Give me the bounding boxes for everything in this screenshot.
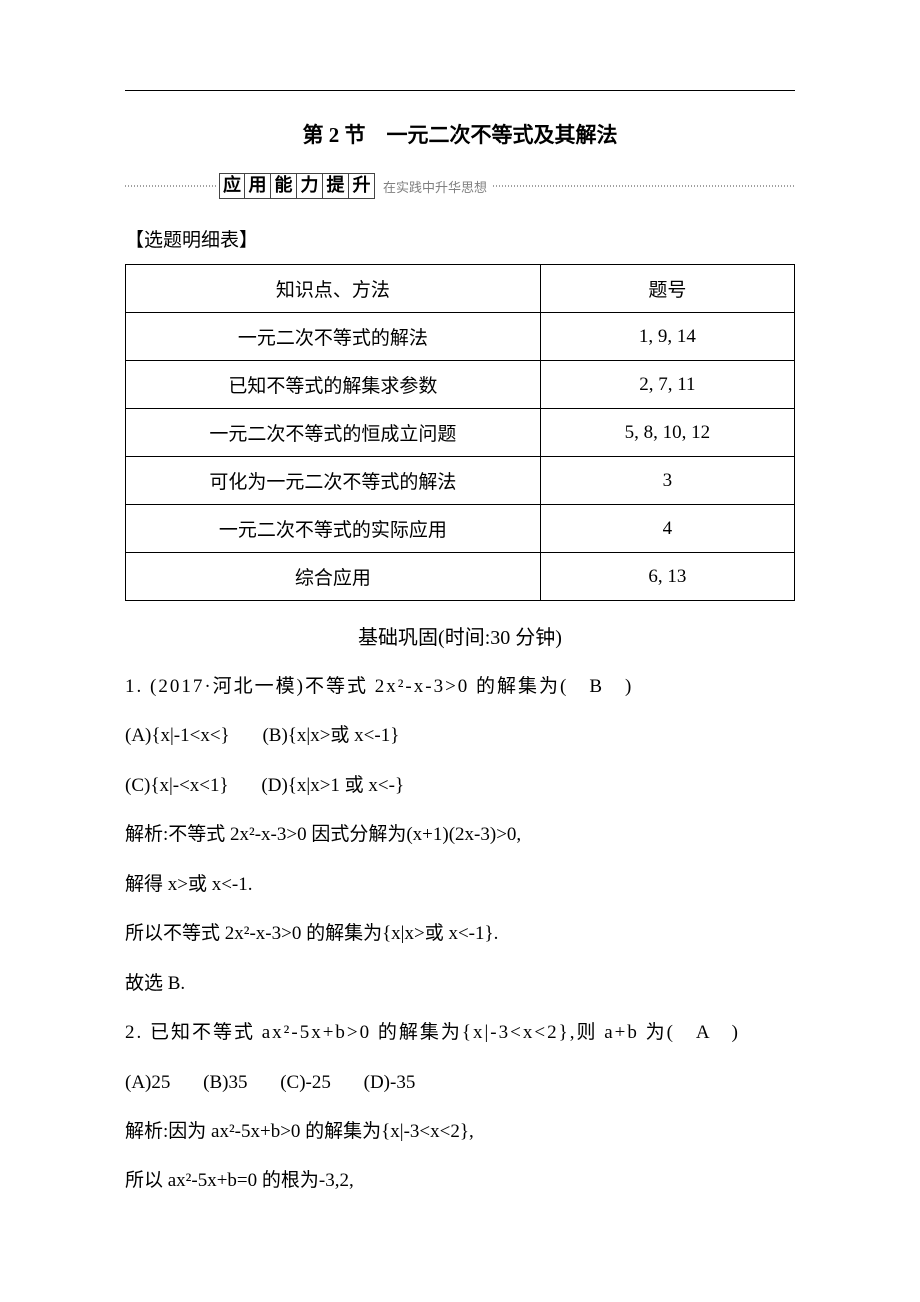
table-cell: 综合应用: [126, 553, 541, 601]
q1-options-row2: (C){x|-<x<1} (D){x|x>1 或 x<-}: [125, 771, 795, 800]
table-header: 题号: [540, 265, 794, 313]
banner-char: 应: [219, 173, 245, 199]
table-cell: 可化为一元二次不等式的解法: [126, 457, 541, 505]
table-cell: 一元二次不等式的解法: [126, 313, 541, 361]
banner-char: 用: [245, 173, 271, 199]
table-row: 已知不等式的解集求参数 2, 7, 11: [126, 361, 795, 409]
table-cell: 一元二次不等式的实际应用: [126, 505, 541, 553]
table-cell: 4: [540, 505, 794, 553]
q2-optA: (A)25: [125, 1068, 170, 1097]
table-heading: 【选题明细表】: [125, 225, 795, 252]
table-row: 一元二次不等式的解法 1, 9, 14: [126, 313, 795, 361]
q1-optD: (D){x|x>1 或 x<-}: [261, 771, 404, 800]
table-header-row: 知识点、方法 题号: [126, 265, 795, 313]
q2-sol-line: 所以 ax²-5x+b=0 的根为-3,2,: [125, 1166, 795, 1195]
banner-char: 提: [323, 173, 349, 199]
table-cell: 2, 7, 11: [540, 361, 794, 409]
banner-char: 能: [271, 173, 297, 199]
q2-options-row: (A)25 (B)35 (C)-25 (D)-35: [125, 1068, 795, 1097]
q1-sol-line: 所以不等式 2x²-x-3>0 的解集为{x|x>或 x<-1}.: [125, 919, 795, 948]
banner-caption: 在实践中升华思想: [377, 177, 493, 196]
table-cell: 1, 9, 14: [540, 313, 794, 361]
q1-sol-line: 解得 x>或 x<-1.: [125, 870, 795, 899]
q2-optC: (C)-25: [280, 1068, 331, 1097]
table-cell: 一元二次不等式的恒成立问题: [126, 409, 541, 457]
q1-sol-line: 故选 B.: [125, 969, 795, 998]
practice-subtitle: 基础巩固(时间:30 分钟): [125, 621, 795, 650]
table-cell: 5, 8, 10, 12: [540, 409, 794, 457]
topic-table: 知识点、方法 题号 一元二次不等式的解法 1, 9, 14 已知不等式的解集求参…: [125, 264, 795, 601]
table-cell: 3: [540, 457, 794, 505]
q1-optB: (B){x|x>或 x<-1}: [262, 721, 399, 750]
table-row: 综合应用 6, 13: [126, 553, 795, 601]
q1-optA: (A){x|-1<x<}: [125, 721, 230, 750]
banner-char: 升: [349, 173, 375, 199]
banner-char: 力: [297, 173, 323, 199]
table-cell: 6, 13: [540, 553, 794, 601]
banner-boxes: 应 用 能 力 提 升: [219, 173, 375, 199]
q2-sol-line: 解析:因为 ax²-5x+b>0 的解集为{x|-3<x<2},: [125, 1117, 795, 1146]
q2-optB: (B)35: [203, 1068, 247, 1097]
q2-optD: (D)-35: [364, 1068, 416, 1097]
skill-banner: 应 用 能 力 提 升 在实践中升华思想: [125, 173, 795, 199]
table-row: 可化为一元二次不等式的解法 3: [126, 457, 795, 505]
table-cell: 已知不等式的解集求参数: [126, 361, 541, 409]
q2-stem: 2. 已知不等式 ax²-5x+b>0 的解集为{x|-3<x<2},则 a+b…: [125, 1018, 795, 1047]
q1-options-row1: (A){x|-1<x<} (B){x|x>或 x<-1}: [125, 721, 795, 750]
table-header: 知识点、方法: [126, 265, 541, 313]
q1-stem: 1. (2017·河北一模)不等式 2x²-x-3>0 的解集为( B ): [125, 672, 795, 701]
table-row: 一元二次不等式的实际应用 4: [126, 505, 795, 553]
page-content: 第 2 节 一元二次不等式及其解法 应 用 能 力 提 升 在实践中升华思想 【…: [0, 0, 920, 1276]
section-title: 第 2 节 一元二次不等式及其解法: [125, 119, 795, 149]
banner-stripe-left: [125, 185, 217, 187]
q1-optC: (C){x|-<x<1}: [125, 771, 229, 800]
banner-stripe-right: [493, 185, 795, 187]
top-rule: [125, 90, 795, 91]
q1-sol-line: 解析:不等式 2x²-x-3>0 因式分解为(x+1)(2x-3)>0,: [125, 820, 795, 849]
table-row: 一元二次不等式的恒成立问题 5, 8, 10, 12: [126, 409, 795, 457]
